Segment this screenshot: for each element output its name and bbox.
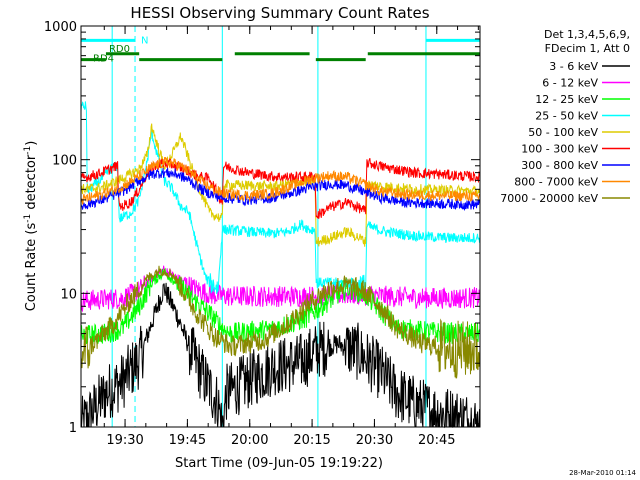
legend-label-4: 50 - 100 keV — [528, 126, 598, 139]
series-line-5 — [80, 157, 481, 219]
x-tick-label-1: 19:45 — [169, 433, 206, 448]
y-axis-label: Count Rate (s-1 detector-1) — [23, 141, 39, 312]
bar-label-0: N — [141, 35, 148, 46]
x-tick-label-5: 20:45 — [418, 433, 455, 448]
legend-label-8: 7000 - 20000 keV — [500, 192, 598, 205]
y-tick-label-0: 1 — [69, 421, 77, 436]
legend-label-7: 800 - 7000 keV — [514, 176, 598, 189]
plot-frame — [80, 25, 481, 428]
y-tick-label-1: 10 — [60, 287, 77, 302]
footer-timestamp: 28-Mar-2010 01:14 — [569, 469, 636, 477]
series-line-0 — [80, 282, 481, 429]
legend-label-2: 12 - 25 keV — [535, 93, 598, 106]
x-tick-label-0: 19:30 — [106, 433, 143, 448]
x-tick-label-4: 20:30 — [356, 433, 393, 448]
legend-label-6: 300 - 800 keV — [521, 159, 598, 172]
series-line-3 — [80, 101, 481, 296]
series-line-7 — [80, 156, 481, 205]
legend-label-0: 3 - 6 keV — [549, 60, 598, 73]
bar-label-2: RD4 — [93, 54, 114, 65]
x-axis-label: Start Time (09-Jun-05 19:19:22) — [175, 456, 383, 471]
chart-title: HESSI Observing Summary Count Rates — [130, 4, 429, 22]
legend-header-1: Det 1,3,4,5,6,9, — [544, 28, 630, 41]
legend-header-2: FDecim 1, Att 0 — [545, 42, 630, 55]
axes: 19:30 19:45 20:00 20:15 20:30 20:45 1 10 100 1000 — [44, 20, 480, 448]
series-line-1 — [80, 265, 481, 313]
series-line-8 — [80, 265, 481, 379]
bar-label-1: RD0 — [109, 44, 130, 55]
legend: 3 - 6 keV 6 - 12 keV 12 - 25 keV 25 - 50 ke… — [500, 60, 630, 205]
x-tick-label-3: 20:15 — [293, 433, 330, 448]
y-tick-label-3: 1000 — [44, 20, 77, 35]
x-tick-label-2: 20:00 — [231, 433, 268, 448]
series-lines — [80, 101, 481, 429]
y-tick-label-2: 100 — [52, 154, 77, 169]
legend-label-1: 6 - 12 keV — [542, 77, 598, 90]
legend-label-3: 25 - 50 keV — [535, 110, 598, 123]
legend-label-5: 100 - 300 keV — [521, 143, 598, 156]
